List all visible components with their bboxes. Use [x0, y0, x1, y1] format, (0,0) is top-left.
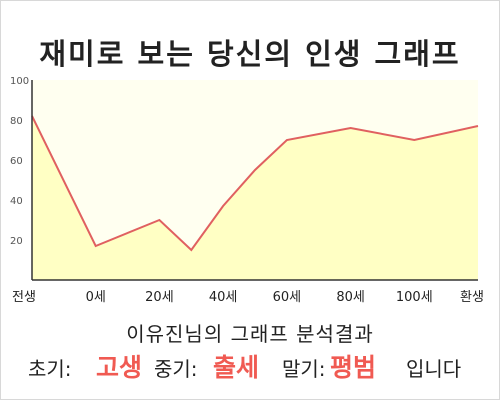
stage-summary: 초기: 고생 중기: 출세 말기: 평범 입니다 [0, 345, 500, 385]
y-tick-label: 60 [10, 156, 23, 167]
x-tick-label: 40세 [209, 290, 238, 305]
middle-value: 출세 [213, 353, 260, 382]
late-label: 말기: [282, 357, 326, 381]
early-value: 고생 [96, 353, 143, 382]
y-tick-label: 80 [10, 116, 23, 127]
x-tick-labels: 전생 0세 20세 40세 60세 80세 100세 환생 [12, 290, 484, 305]
x-tick-label: 100세 [396, 290, 433, 305]
ending-text: 입니다 [406, 357, 462, 381]
y-tick-label: 20 [10, 236, 23, 247]
result-heading: 이유진님의 그래프 분석결과 [126, 322, 374, 346]
x-tick-label: 80세 [336, 290, 365, 305]
x-tick-label: 환생 [460, 290, 484, 305]
x-tick-label: 20세 [145, 290, 174, 305]
x-tick-label: 전생 [12, 290, 36, 305]
early-label: 초기: [28, 357, 72, 381]
middle-label: 중기: [154, 357, 198, 381]
chart-title: 재미로 보는 당신의 인생 그래프 [39, 37, 461, 71]
life-area-fill [32, 116, 478, 280]
x-tick-label: 60세 [273, 290, 302, 305]
late-value: 평범 [330, 353, 377, 382]
x-tick-label: 0세 [86, 290, 106, 305]
life-line [31, 115, 479, 252]
y-tick-labels: 20 40 60 80 100 [10, 76, 29, 247]
y-tick-label: 100 [10, 76, 29, 87]
y-tick-label: 40 [10, 196, 23, 207]
